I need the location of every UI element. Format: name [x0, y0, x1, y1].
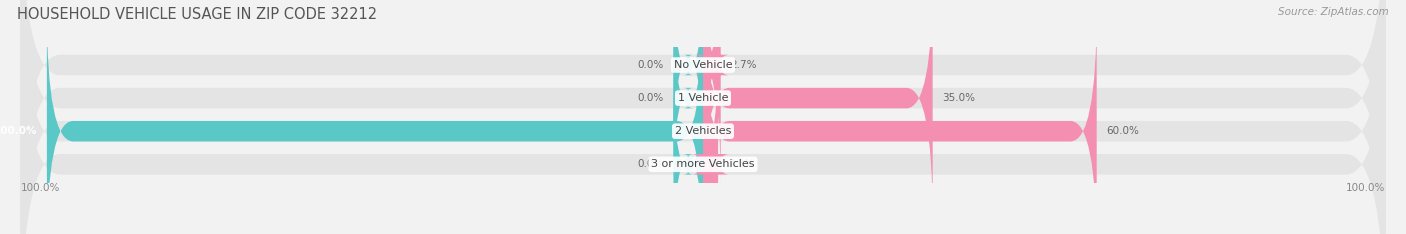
Text: 2.7%: 2.7% — [731, 60, 756, 70]
Text: No Vehicle: No Vehicle — [673, 60, 733, 70]
FancyBboxPatch shape — [21, 0, 1385, 234]
Text: Source: ZipAtlas.com: Source: ZipAtlas.com — [1278, 7, 1389, 17]
Text: 100.0%: 100.0% — [1346, 183, 1385, 193]
Text: 2 Vehicles: 2 Vehicles — [675, 126, 731, 136]
Text: 1 Vehicle: 1 Vehicle — [678, 93, 728, 103]
FancyBboxPatch shape — [21, 0, 1385, 234]
Text: 3 or more Vehicles: 3 or more Vehicles — [651, 159, 755, 169]
Text: 0.0%: 0.0% — [637, 60, 664, 70]
FancyBboxPatch shape — [21, 0, 1385, 234]
Text: HOUSEHOLD VEHICLE USAGE IN ZIP CODE 32212: HOUSEHOLD VEHICLE USAGE IN ZIP CODE 3221… — [17, 7, 377, 22]
FancyBboxPatch shape — [703, 0, 932, 220]
Text: 2.3%: 2.3% — [728, 159, 755, 169]
FancyBboxPatch shape — [673, 0, 703, 154]
Text: 35.0%: 35.0% — [942, 93, 976, 103]
FancyBboxPatch shape — [21, 0, 1385, 234]
Text: 0.0%: 0.0% — [637, 93, 664, 103]
Text: 100.0%: 100.0% — [21, 183, 60, 193]
Text: 100.0%: 100.0% — [0, 126, 37, 136]
Text: 60.0%: 60.0% — [1107, 126, 1139, 136]
FancyBboxPatch shape — [695, 0, 730, 187]
FancyBboxPatch shape — [46, 9, 703, 234]
FancyBboxPatch shape — [673, 75, 703, 234]
FancyBboxPatch shape — [692, 42, 730, 234]
FancyBboxPatch shape — [703, 9, 1097, 234]
Text: 0.0%: 0.0% — [637, 159, 664, 169]
FancyBboxPatch shape — [673, 9, 703, 187]
